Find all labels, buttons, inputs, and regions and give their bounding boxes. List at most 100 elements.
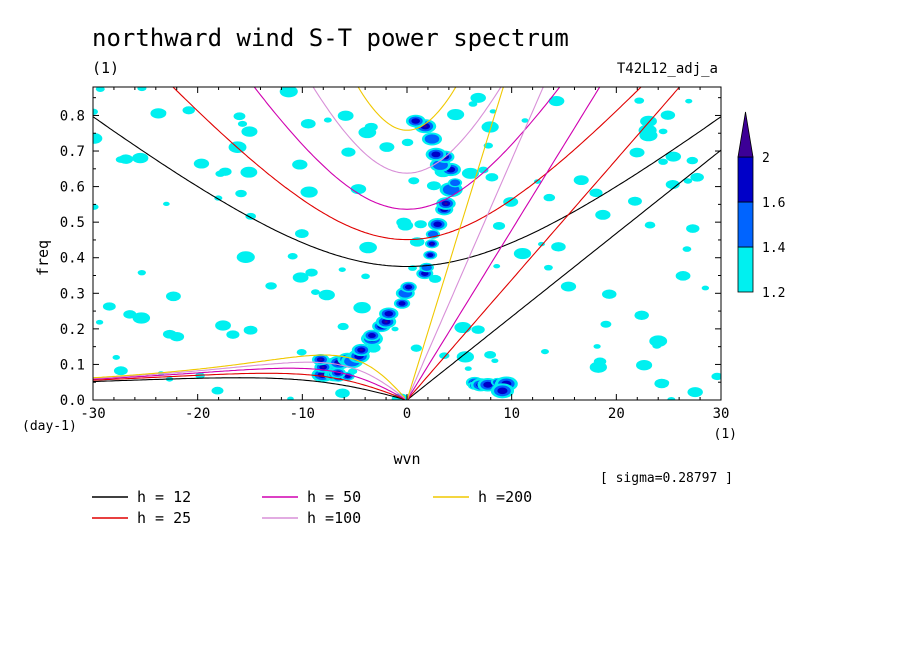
contour-patch (461, 167, 479, 179)
colorbar-label: 2 (762, 151, 770, 166)
contour-patch (292, 272, 309, 283)
colorbar-extension (737, 111, 754, 158)
contour-patch (335, 388, 350, 398)
y-tick-label: 0.4 (60, 251, 85, 267)
contour-patch (404, 284, 413, 290)
contour-patch (491, 358, 499, 364)
contour-patch (391, 326, 399, 332)
contour-patch (701, 285, 710, 291)
dispersion-curve (93, 377, 406, 400)
contour-patch (484, 351, 497, 359)
y-tick-label: 0.5 (60, 215, 85, 231)
contour-patch (408, 177, 420, 185)
contour-patch (112, 355, 120, 360)
contour-patch (639, 129, 658, 142)
dispersion-curve (93, 361, 406, 399)
x-tick-label: 10 (503, 406, 520, 422)
contour-patch (665, 151, 682, 162)
y-tick-label: 0.8 (60, 108, 85, 124)
contour-patch (654, 378, 669, 389)
contour-patch (396, 217, 412, 228)
contour-patch (444, 202, 448, 205)
legend-label: h = 25 (137, 509, 191, 527)
contour-patch (711, 372, 721, 381)
contour-patch (644, 221, 656, 229)
contour-patch (426, 181, 441, 191)
contour-patch (428, 274, 442, 283)
contour-patch (478, 166, 489, 174)
contour-patch (300, 118, 316, 129)
contour-patch (675, 271, 691, 281)
contour-patch (551, 242, 566, 252)
contour-patch (287, 396, 294, 400)
contour-patch (638, 360, 650, 367)
dispersion-curve (93, 354, 406, 399)
contour-patch (521, 118, 529, 123)
contour-patch (667, 396, 676, 400)
contour-patch (447, 109, 465, 121)
contour-patch (471, 325, 485, 334)
power-contours (93, 87, 721, 400)
contour-patch (658, 158, 668, 165)
contour-patch (323, 117, 332, 123)
contour-patch (215, 170, 226, 177)
contour-patch (533, 179, 542, 184)
x-tick-label: 0 (403, 406, 411, 422)
contour-patch (513, 247, 532, 260)
contour-patch (236, 251, 255, 264)
contour-patch (468, 101, 478, 107)
contour-patch (658, 128, 668, 135)
legend-label: h = 50 (307, 488, 361, 506)
contour-patch (682, 246, 692, 252)
contour-patch (245, 212, 257, 220)
contour-patch (300, 186, 318, 198)
colorbar-label: 1.6 (762, 196, 785, 211)
y-tick-label: 0.0 (60, 393, 85, 409)
contour-patch (548, 95, 565, 107)
x-tick-label: -30 (80, 406, 105, 422)
contour-patch (93, 133, 103, 144)
contour-patch (321, 366, 325, 369)
contour-patch (162, 329, 177, 339)
contour-patch (384, 310, 394, 317)
contour-patch (379, 142, 395, 152)
contour-patch (113, 366, 128, 376)
contour-patch (687, 387, 703, 398)
contour-patch (401, 138, 414, 147)
colorbar-swatch (737, 246, 754, 293)
contour-patch (214, 195, 223, 201)
contour-patch (353, 302, 371, 314)
contour-patch (628, 196, 642, 206)
contour-patch (456, 351, 474, 363)
contour-patch (481, 121, 499, 133)
contour-patch (359, 349, 363, 352)
axis-ticks: -30 -20 -10 0 10 20 30 0.0 0.1 0.2 0.3 0.4 0.5 0.6 0.7… (60, 87, 729, 422)
x-tick-label: -20 (185, 406, 210, 422)
contour-patch (350, 184, 367, 195)
contour-patch (320, 373, 325, 377)
contour-patch (243, 325, 258, 335)
dispersion-curves (93, 87, 721, 400)
contour-patch (411, 118, 420, 124)
contour-patch (602, 289, 617, 299)
dispersion-curve (93, 367, 406, 400)
contour-patch (115, 156, 127, 163)
contour-patch (629, 147, 645, 158)
contour-patch (287, 253, 298, 260)
contour-patch (305, 268, 318, 277)
contour-patch (95, 319, 104, 325)
contour-patch (589, 188, 603, 198)
dispersion-curve (357, 87, 457, 131)
contour-patch (319, 358, 323, 361)
contour-patch (493, 263, 501, 269)
colorbar-label: 1.4 (762, 241, 786, 256)
contour-patch (589, 361, 607, 373)
contour-patch (211, 386, 224, 395)
contour-patch (193, 158, 210, 169)
y-tick-label: 0.2 (60, 322, 85, 338)
contour-patch (102, 302, 116, 311)
contour-patch (652, 342, 662, 349)
contour-patch (430, 243, 434, 245)
legend-label: h =200 (478, 488, 532, 506)
